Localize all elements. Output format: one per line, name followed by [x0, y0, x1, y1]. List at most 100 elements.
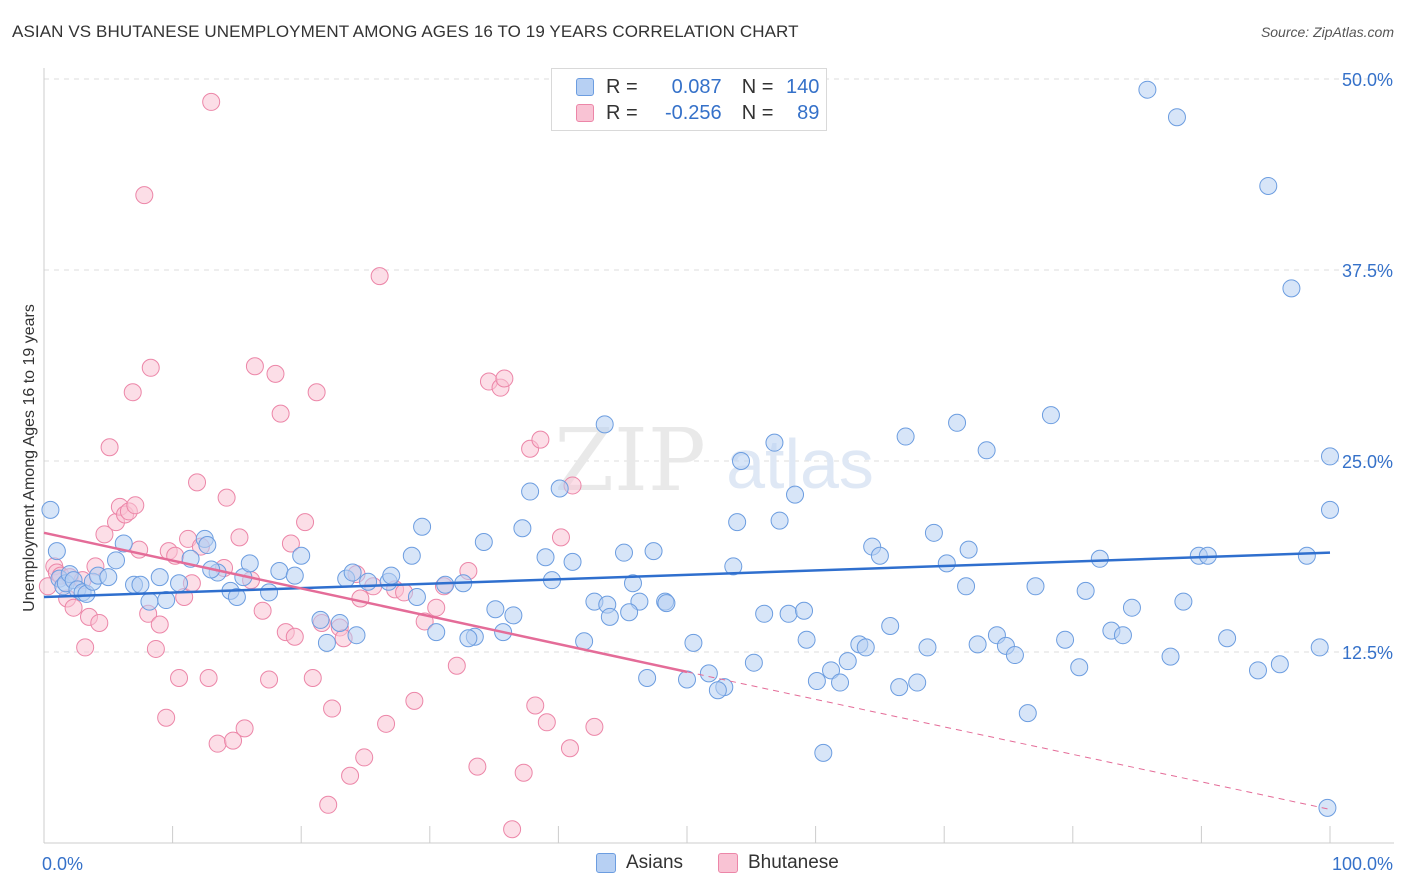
bhutanese-point — [285, 627, 304, 646]
legend-row-bhutanese: R = -0.256 N = 89 — [576, 101, 819, 125]
asians-point — [270, 562, 289, 581]
asians-point — [1138, 80, 1157, 99]
x-tick-label: 100.0% — [1332, 854, 1393, 874]
asians-point — [563, 552, 582, 571]
bhutanese-trend-extension — [686, 671, 1331, 810]
legend-row-asians: R = 0.087 N = 140 — [576, 75, 819, 99]
watermark: ZIP atlas — [554, 411, 874, 511]
asians-point — [614, 543, 633, 562]
asians-point — [620, 603, 639, 622]
bhutanese-point — [405, 691, 424, 710]
asians-point — [744, 653, 763, 672]
bhutanese-point — [188, 473, 207, 492]
asians-point — [1259, 176, 1278, 195]
asians-point — [968, 635, 987, 654]
bhutanese-point — [281, 534, 300, 553]
asians-n-value: 140 — [786, 75, 820, 98]
asians-point — [1070, 658, 1089, 677]
asians-point — [198, 536, 217, 555]
bhutanese-point — [141, 358, 160, 377]
bhutanese-point — [503, 820, 522, 839]
asians-point — [795, 601, 814, 620]
bhutanese-point — [355, 748, 374, 767]
asians-point — [1218, 629, 1237, 648]
asians-point — [330, 613, 349, 632]
asians-point — [311, 610, 330, 629]
bhutanese-point — [307, 383, 326, 402]
asians-point — [807, 672, 826, 691]
asians-point — [47, 542, 66, 561]
bhutanese-point — [235, 719, 254, 738]
asians-point — [285, 566, 304, 585]
bhutanese-point — [319, 795, 338, 814]
asians-point — [413, 517, 432, 536]
asians-point — [595, 415, 614, 434]
bhutanese-point — [271, 404, 290, 423]
asians-point — [822, 661, 841, 680]
asians-point — [699, 664, 718, 683]
asians-point — [1113, 626, 1132, 645]
bhutanese-point — [351, 589, 370, 608]
bhutanese-point — [245, 357, 264, 376]
bhutanese-point — [126, 496, 145, 515]
asians-point — [1090, 549, 1109, 568]
asians-point — [114, 534, 133, 553]
asians-point — [107, 551, 126, 570]
asians-point — [856, 638, 875, 657]
asians-point — [1056, 630, 1075, 649]
asians-point — [708, 681, 727, 700]
source-label: Source: ZipAtlas.com — [1260, 24, 1394, 40]
trend-lines — [43, 531, 1331, 810]
bhutanese-point — [135, 186, 154, 205]
r-label: R = — [606, 75, 638, 98]
r-label: R = — [606, 101, 638, 124]
bhutanese-point — [468, 757, 487, 776]
n-label: N = — [741, 75, 774, 98]
asians-point — [150, 568, 169, 587]
bhutanese-point — [537, 713, 556, 732]
asians-point — [550, 479, 569, 498]
bhutanese-point — [224, 731, 243, 750]
asians-point — [1167, 108, 1186, 127]
bhutanese-point — [208, 734, 227, 753]
asians-point — [536, 548, 555, 567]
asians-point — [948, 413, 967, 432]
asians-point — [343, 563, 362, 582]
y-tick-label: 25.0% — [1342, 452, 1393, 472]
asians-trend-line — [43, 551, 1331, 599]
asians-legend-label: Asians — [626, 852, 684, 873]
asians-point — [638, 668, 657, 687]
bhutanese-point — [150, 615, 169, 634]
asians-point — [908, 673, 927, 692]
bhutanese-point — [157, 708, 176, 727]
bhutanese-point — [100, 438, 119, 457]
bhutanese-n-value: 89 — [797, 101, 820, 124]
asians-point — [382, 566, 401, 585]
bhutanese-point — [377, 714, 396, 733]
bhutanese-point — [495, 369, 514, 388]
bhutanese-legend-label: Bhutanese — [748, 852, 839, 873]
asians-point — [1310, 638, 1329, 657]
bhutanese-point — [90, 613, 109, 632]
asians-point — [140, 592, 159, 611]
legend-item-asians[interactable]: Asians — [596, 852, 683, 874]
bhutanese-point — [370, 267, 389, 286]
asians-point — [657, 594, 676, 613]
bhutanese-point — [585, 717, 604, 736]
asians-legend-swatch — [596, 853, 616, 873]
asians-point — [838, 652, 857, 671]
asians-point — [99, 568, 118, 587]
asians-point — [1018, 704, 1037, 723]
asians-point — [728, 513, 747, 532]
bhutanese-point — [427, 598, 446, 617]
asians-point — [977, 441, 996, 460]
axes — [43, 68, 1394, 844]
bhutanese-point — [266, 364, 285, 383]
asians-point — [170, 574, 189, 593]
bhutanese-point — [514, 763, 533, 782]
asians-point — [870, 546, 889, 565]
bhutanese-point — [526, 696, 545, 715]
asians-point — [407, 587, 426, 606]
legend-item-bhutanese[interactable]: Bhutanese — [718, 852, 839, 874]
asians-point — [770, 511, 789, 530]
